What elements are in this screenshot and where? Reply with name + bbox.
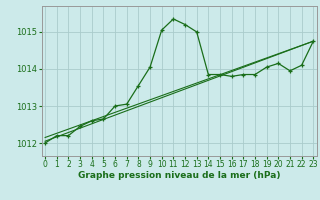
X-axis label: Graphe pression niveau de la mer (hPa): Graphe pression niveau de la mer (hPa): [78, 171, 280, 180]
